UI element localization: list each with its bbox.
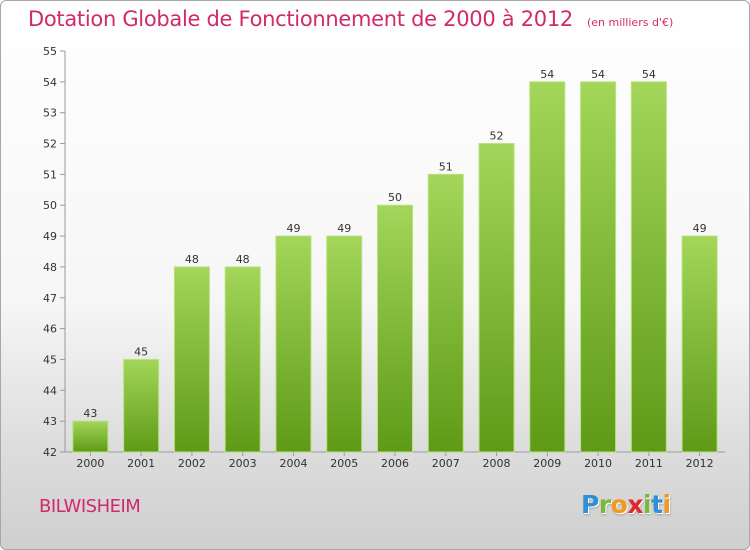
x-tick-label: 2011	[635, 457, 663, 470]
bars: 43 45 48 48 49 49 50 51 52 54 54 54 49	[72, 68, 718, 453]
y-tick-label: 42	[43, 446, 57, 459]
y-tick-label: 55	[43, 45, 57, 58]
bar	[630, 81, 667, 453]
chart-title: Dotation Globale de Fonctionnement de 20…	[28, 7, 573, 31]
x-tick-label: 2000	[76, 457, 104, 470]
y-tick-label: 54	[43, 76, 57, 89]
y-tick-label: 53	[43, 107, 57, 120]
bar	[72, 420, 109, 453]
data-label: 52	[490, 130, 504, 143]
chart-subtitle: (en milliers d'€)	[586, 16, 674, 29]
commune-name: BILWISHEIM	[39, 496, 141, 517]
x-tick-label: 2009	[533, 457, 561, 470]
x-tick-label: 2001	[127, 457, 155, 470]
bar	[173, 266, 210, 453]
x-tick-label: 2008	[483, 457, 511, 470]
y-tick-label: 45	[43, 353, 57, 366]
x-tick-label: 2005	[330, 457, 358, 470]
bar	[529, 81, 566, 453]
data-label: 54	[642, 68, 656, 81]
bar	[275, 235, 312, 453]
data-label: 49	[286, 222, 300, 235]
x-tick-label: 2010	[584, 457, 612, 470]
logo-letter: P	[581, 490, 599, 519]
y-tick-label: 47	[43, 292, 57, 305]
y-tick-label: 52	[43, 138, 57, 151]
logo-letter: o	[610, 490, 628, 519]
x-tick-label: 2003	[229, 457, 257, 470]
logo-letter: i	[643, 490, 652, 519]
logo-letter: i	[662, 490, 672, 519]
bar	[427, 173, 464, 453]
y-axis: 42 43 44 45 46 47 48 49 50 51 52 53 54 55	[43, 45, 66, 459]
data-label: 51	[439, 160, 453, 173]
logo-letter: t	[651, 490, 663, 519]
bar	[681, 235, 718, 453]
data-label: 49	[337, 222, 351, 235]
data-label: 43	[83, 407, 97, 420]
bar	[377, 204, 413, 453]
y-tick-label: 43	[43, 415, 57, 428]
x-tick-label: 2002	[178, 457, 206, 470]
proxiti-logo[interactable]: Proxiti	[581, 490, 671, 519]
bar	[326, 235, 363, 453]
x-tick-label: 2012	[686, 457, 714, 470]
bar	[224, 266, 261, 453]
y-tick-label: 46	[43, 323, 57, 336]
y-tick-label: 49	[43, 230, 57, 243]
data-label: 48	[185, 253, 199, 266]
y-tick-label: 51	[43, 168, 57, 181]
x-tick-label: 2006	[381, 457, 409, 470]
logo-letter: r	[598, 490, 611, 519]
y-tick-label: 50	[43, 199, 57, 212]
data-label: 49	[693, 222, 707, 235]
bar	[478, 143, 515, 453]
data-label: 54	[540, 68, 554, 81]
y-tick-label: 48	[43, 261, 57, 274]
chart-header: Dotation Globale de Fonctionnement de 20…	[28, 7, 673, 31]
x-tick-label: 2004	[279, 457, 307, 470]
data-label: 48	[236, 253, 250, 266]
y-tick-label: 44	[43, 384, 57, 397]
data-label: 50	[388, 191, 402, 204]
x-tick-label: 2007	[432, 457, 460, 470]
logo-letter: x	[627, 490, 643, 519]
x-axis: 2000 2001 2002 2003 2004 2005 2006 2007 2008 2009…	[65, 451, 725, 470]
bar	[123, 358, 160, 453]
bar	[580, 81, 617, 453]
data-label: 54	[591, 68, 605, 81]
data-label: 45	[134, 345, 148, 358]
